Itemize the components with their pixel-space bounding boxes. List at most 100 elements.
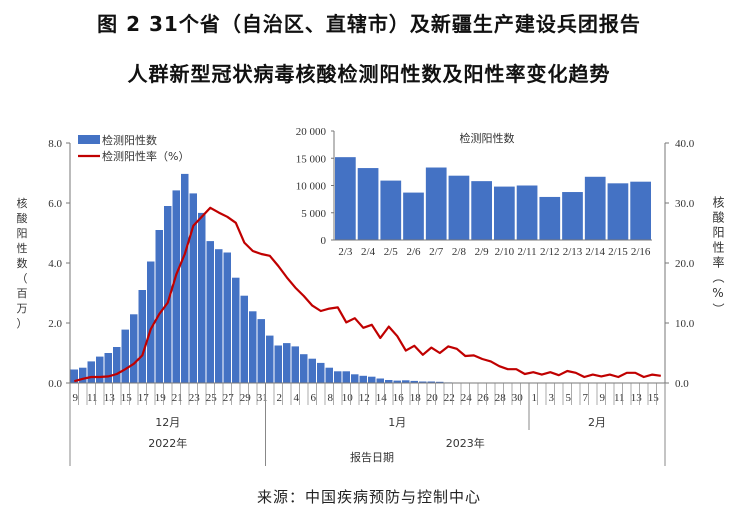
- left-axis-title-char: 阳: [17, 227, 28, 240]
- right-tick-label: 10.0: [675, 318, 695, 330]
- bar-positive-count: [206, 241, 214, 383]
- bar-positive-count: [325, 367, 333, 383]
- x-tick-label: 8: [328, 392, 334, 404]
- x-tick-label: 19: [155, 392, 167, 404]
- inset-bar: [516, 185, 538, 240]
- line-positive-rate: [74, 206, 661, 383]
- x-tick-label: 6: [311, 392, 317, 404]
- inset-bar: [403, 192, 424, 240]
- bar-positive-count: [351, 374, 359, 383]
- inset-y-tick-label: 5 000: [301, 208, 326, 220]
- legend-line-label: 检测阳性率（%）: [102, 149, 189, 163]
- bar-positive-count: [164, 206, 172, 383]
- left-axis-title-char: 核: [17, 196, 28, 210]
- inset-bar: [607, 183, 629, 240]
- bar-positive-count: [181, 173, 189, 383]
- left-axis-title-char: 数: [17, 257, 28, 270]
- inset-x-tick-label: 2/5: [384, 246, 399, 258]
- inset-x-tick-label: 2/12: [540, 246, 560, 258]
- bar-positive-count: [368, 376, 376, 383]
- left-tick-label: 8.0: [48, 138, 62, 150]
- chart-title-line1: 图 2 31个省（自治区、直辖市）及新疆生产建设兵团报告: [97, 12, 641, 36]
- inset-x-tick-label: 2/11: [517, 246, 536, 258]
- bar-positive-count: [223, 252, 231, 383]
- x-tick-label: 10: [342, 392, 354, 404]
- inset-x-tick-label: 2/3: [338, 246, 353, 258]
- x-tick-label: 21: [172, 392, 183, 404]
- x-tick-label: 14: [376, 392, 388, 404]
- x-tick-label: 11: [87, 392, 98, 404]
- left-tick-label: 2.0: [48, 318, 62, 330]
- bar-positive-count: [198, 212, 206, 383]
- inset-y-tick-label: 20 000: [296, 126, 327, 138]
- left-tick-label: 6.0: [48, 198, 62, 210]
- x-tick-label: 12: [359, 392, 370, 404]
- bar-positive-count: [240, 295, 248, 383]
- inset-y-tick-label: 10 000: [296, 181, 327, 193]
- bar-positive-count: [419, 381, 427, 383]
- bar-positive-count: [359, 375, 367, 383]
- bar-positive-count: [291, 346, 299, 383]
- inset-x-tick-label: 2/6: [406, 246, 421, 258]
- bar-positive-count: [427, 381, 435, 383]
- left-axis-title-char: 万: [17, 302, 28, 315]
- inset-x-tick-label: 2/16: [631, 246, 651, 258]
- month-label: 1月: [388, 416, 406, 429]
- x-tick-label: 18: [410, 392, 422, 404]
- inset-x-tick-label: 2/7: [429, 246, 444, 258]
- right-axis-title: 核酸阳性率（%）: [711, 196, 725, 318]
- bar-positive-count: [232, 277, 240, 383]
- inset-x-tick-label: 2/10: [495, 246, 515, 258]
- inset-bar: [539, 196, 561, 240]
- inset-x-tick-label: 2/9: [475, 246, 490, 258]
- inset-x-tick-label: 2/8: [452, 246, 467, 258]
- inset-bar: [584, 176, 606, 240]
- bar-positive-count: [334, 371, 342, 383]
- legend-bar-swatch: [78, 135, 100, 144]
- year-label: 2022年: [148, 436, 187, 450]
- x-tick-label: 1: [532, 392, 538, 404]
- inset-bar: [425, 167, 447, 240]
- x-tick-label: 13: [104, 392, 116, 404]
- bar-positive-count: [308, 358, 316, 383]
- inset-bar: [357, 168, 379, 240]
- bar-positive-count: [342, 371, 350, 383]
- month-label: 2月: [588, 416, 606, 429]
- x-tick-label: 2: [277, 392, 283, 404]
- inset-bar: [448, 175, 470, 240]
- bar-positive-count: [215, 249, 223, 383]
- bar-positive-count: [70, 369, 78, 383]
- source-note: 来源：中国疾病预防与控制中心: [256, 488, 481, 506]
- left-axis-title-char: 百: [17, 287, 28, 300]
- x-tick-label: 15: [121, 392, 133, 404]
- x-tick-label: 16: [393, 392, 405, 404]
- x-tick-label: 20: [427, 392, 439, 404]
- left-axis-title-char: （: [17, 272, 28, 285]
- bar-positive-count: [402, 380, 410, 383]
- inset-x-tick-label: 2/13: [563, 246, 583, 258]
- bar-positive-count: [121, 329, 129, 383]
- x-tick-label: 7: [583, 392, 589, 404]
- x-tick-label: 28: [495, 392, 507, 404]
- bar-positive-count: [410, 380, 418, 383]
- bar-positive-count: [155, 230, 163, 383]
- bar-positive-count: [249, 311, 257, 383]
- bar-positive-count: [385, 380, 393, 383]
- legend-bar-label: 检测阳性数: [102, 133, 157, 147]
- left-axis-title-char: 性: [17, 241, 28, 255]
- right-tick-label: 0.0: [675, 378, 689, 390]
- inset-bar: [630, 181, 651, 240]
- x-tick-label: 27: [223, 392, 235, 404]
- bar-positive-count: [436, 381, 444, 383]
- left-tick-label: 4.0: [48, 258, 62, 270]
- right-tick-label: 40.0: [675, 138, 695, 150]
- bar-positive-count: [266, 335, 274, 383]
- inset-title: 检测阳性数: [460, 131, 515, 145]
- inset-y-tick-label: 15 000: [296, 153, 327, 165]
- x-tick-label: 22: [444, 392, 455, 404]
- bar-positive-count: [79, 367, 87, 383]
- x-tick-label: 29: [240, 392, 252, 404]
- bar-positive-count: [189, 193, 197, 383]
- x-tick-label: 23: [189, 392, 201, 404]
- inset-bar: [380, 180, 402, 240]
